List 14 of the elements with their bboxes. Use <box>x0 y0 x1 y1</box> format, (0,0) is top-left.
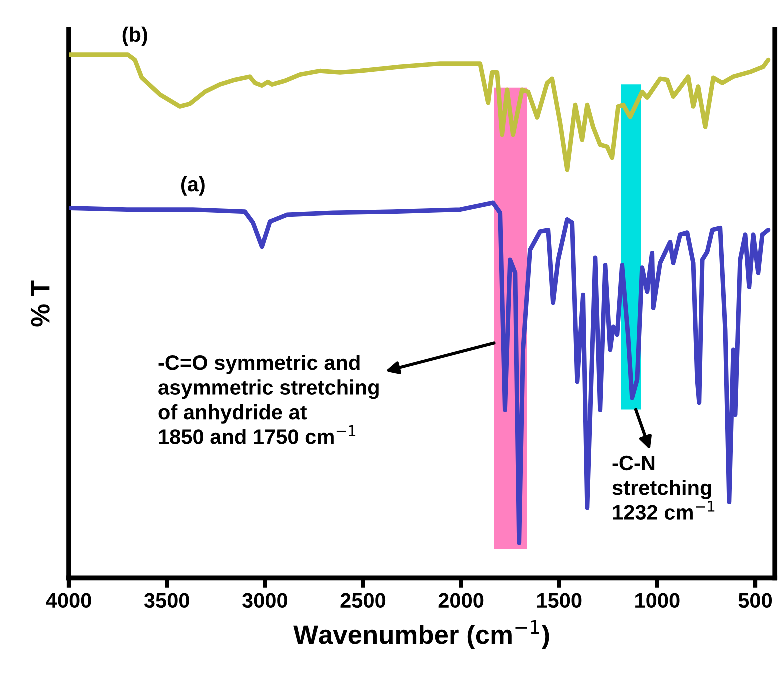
series-label: (b) <box>122 26 148 46</box>
annotation: -C-N stretching 1232 cm$^{−1}$ <box>612 456 715 520</box>
x-tick-label: 2500 <box>340 593 386 608</box>
series-label: (a) <box>181 176 205 196</box>
x-tick-label: 3000 <box>242 593 288 608</box>
x-tick-label: 1500 <box>538 593 582 608</box>
x-tick-label: 4000 <box>46 593 92 608</box>
x-tick-label: 3500 <box>144 593 190 608</box>
annotation: -C=O symmetric and asymmetric stretching of anhydride at 1850 and 1750 cm$^{−1}$ <box>158 354 379 444</box>
x-axis-title: Wavenumber (cm$^{−1}$) <box>294 620 550 650</box>
y-axis-title: % T <box>31 280 50 327</box>
x-tick-label: 1000 <box>636 593 680 608</box>
x-tick-label: 500 <box>738 593 772 608</box>
x-tick-label: 2000 <box>438 593 484 608</box>
